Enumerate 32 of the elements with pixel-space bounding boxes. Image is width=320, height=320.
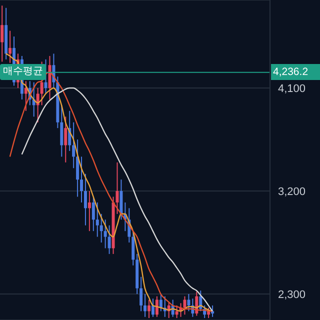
candlestick — [140, 276, 143, 312]
candlestick — [88, 190, 91, 232]
candlestick — [100, 213, 103, 244]
candlestick — [148, 299, 151, 319]
text: 4,236.2 — [271, 64, 320, 80]
candlestick — [132, 230, 135, 266]
candlestick — [183, 296, 186, 316]
candlestick — [44, 58, 48, 94]
candlestick — [80, 156, 84, 203]
candlestick — [159, 294, 162, 312]
candlestick — [72, 122, 76, 169]
candlestick — [104, 219, 107, 249]
y-tick-label: 2,300 — [278, 288, 306, 301]
candlestick — [120, 179, 123, 220]
candlestick — [187, 294, 190, 312]
candlestick — [60, 104, 64, 158]
candlestick — [151, 298, 154, 318]
candlestick — [175, 304, 178, 319]
candlestick — [155, 296, 158, 318]
candlestick — [8, 30, 12, 64]
candlestick — [48, 55, 52, 100]
y-tick-label: 3,200 — [278, 186, 306, 198]
candlestick — [92, 196, 95, 232]
candlestick — [64, 116, 68, 163]
candlestick — [76, 139, 80, 198]
candlestick — [96, 202, 99, 238]
ref-line-label: 매수평균 — [0, 64, 46, 80]
candlestick — [108, 224, 111, 254]
candlestick — [0, 5, 4, 62]
y-tick-label: 4,100 — [278, 82, 306, 95]
candlestick — [144, 294, 147, 318]
candlestick — [84, 173, 87, 226]
